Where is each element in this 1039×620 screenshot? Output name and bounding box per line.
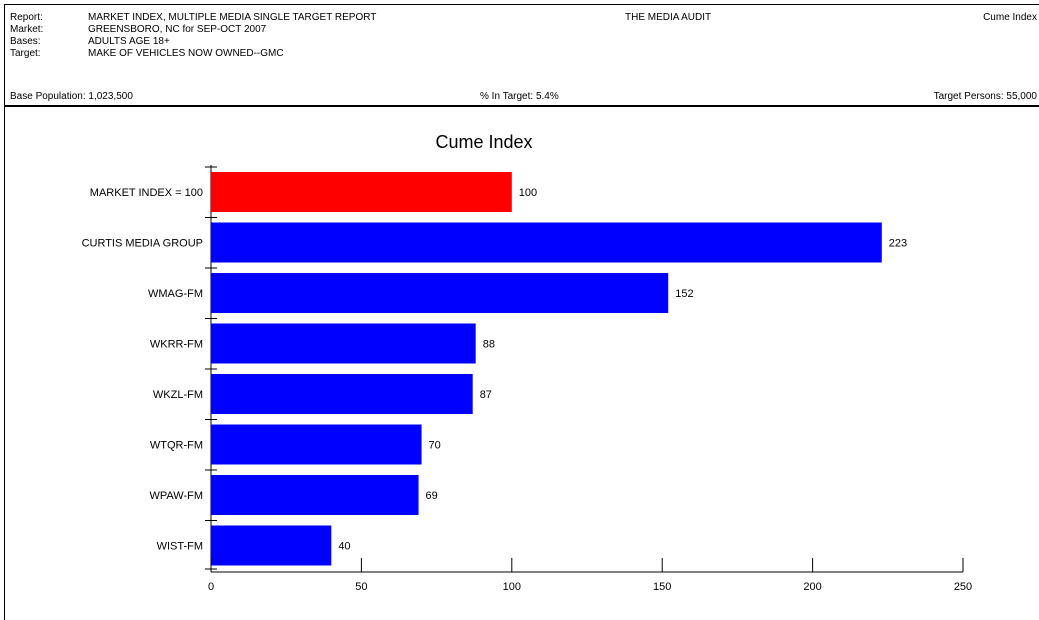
header-divider: [4, 105, 1039, 107]
bar-wist-fm: [211, 525, 332, 566]
category-label: WKZL-FM: [153, 389, 203, 401]
report-frame: [4, 4, 1039, 620]
bar-curtis-media-group: [211, 222, 882, 263]
category-label: WTQR-FM: [150, 440, 203, 452]
bar-wkzl-fm: [211, 374, 473, 414]
category-label: WPAW-FM: [149, 490, 203, 502]
bar-wtqr-fm: [211, 424, 422, 465]
bases-label: Bases:: [10, 36, 41, 47]
bar-wkrr-fm: [211, 323, 476, 364]
report-type: Cume Index: [983, 12, 1037, 23]
bar-wmag-fm: [211, 273, 669, 313]
data-label: 70: [429, 440, 441, 452]
data-label: 40: [338, 541, 350, 553]
chart-title: Cume Index: [435, 132, 532, 152]
report-label: Report:: [10, 12, 43, 23]
target-value: MAKE OF VEHICLES NOW OWNED--GMC: [88, 48, 284, 59]
target-label: Target:: [10, 48, 41, 59]
x-tick-label: 50: [355, 581, 367, 593]
x-tick-label: 250: [954, 581, 972, 593]
category-label: WMAG-FM: [148, 288, 203, 300]
target-persons: Target Persons: 55,000: [933, 91, 1037, 102]
base-population: Base Population: 1,023,500: [10, 91, 133, 102]
bases-value: ADULTS AGE 18+: [88, 36, 170, 47]
percent-in-target: % In Target: 5.4%: [480, 91, 559, 102]
chart-body: MARKET INDEX = 100 100 CURTIS MEDIA GROUP 2…: [82, 165, 972, 593]
data-label: 87: [480, 389, 492, 401]
bar-wpaw-fm: [211, 475, 419, 515]
header-labels: Report: Market: Bases: Target:: [10, 12, 43, 60]
publisher-title: THE MEDIA AUDIT: [625, 12, 712, 23]
data-label: 152: [675, 288, 693, 300]
data-label: 69: [426, 490, 438, 502]
data-label: 88: [483, 339, 495, 351]
x-tick-label: 0: [208, 581, 214, 593]
category-label: WIST-FM: [157, 541, 203, 553]
market-value: GREENSBORO, NC for SEP-OCT 2007: [88, 24, 267, 35]
report-value: MARKET INDEX, MULTIPLE MEDIA SINGLE TARG…: [88, 12, 377, 23]
x-tick-label: 100: [503, 581, 521, 593]
data-label: 223: [889, 238, 907, 250]
category-label: CURTIS MEDIA GROUP: [82, 238, 203, 250]
header-values: MARKET INDEX, MULTIPLE MEDIA SINGLE TARG…: [88, 12, 376, 60]
x-tick-label: 150: [653, 581, 671, 593]
category-label: MARKET INDEX = 100: [90, 187, 203, 199]
data-label: 100: [519, 187, 537, 199]
market-label: Market:: [10, 24, 44, 35]
category-label: WKRR-FM: [150, 339, 203, 351]
x-tick-label: 200: [803, 581, 821, 593]
bar-market-index-100: [211, 172, 512, 212]
